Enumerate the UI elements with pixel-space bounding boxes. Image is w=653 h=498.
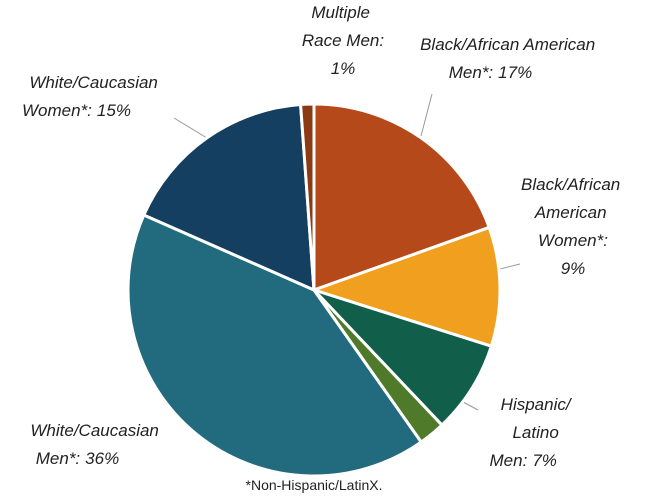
label-line: Hispanic/ bbox=[501, 395, 576, 414]
label-value: 9% bbox=[561, 259, 586, 278]
pie-slice bbox=[312, 102, 491, 292]
leader-line bbox=[173, 117, 208, 139]
slice-label: Black/African American Women*: 9% bbox=[521, 175, 625, 278]
pie-slice bbox=[126, 213, 423, 478]
slice-label: White/Caucasian Women*: 15% bbox=[22, 73, 163, 120]
label-line: American bbox=[534, 203, 612, 222]
label-line: White/Caucasian bbox=[29, 73, 162, 92]
pie-slice bbox=[299, 102, 316, 292]
label-line: Men: bbox=[490, 451, 528, 470]
pie-slice bbox=[312, 225, 502, 348]
label-value: 15% bbox=[97, 101, 131, 120]
label-category: Black/African American Women*: bbox=[521, 175, 625, 250]
label-category: Hispanic/ Latino Men: bbox=[490, 395, 576, 470]
pie-slice bbox=[312, 288, 493, 427]
leader-line bbox=[420, 93, 433, 137]
label-line: Men*: bbox=[36, 449, 81, 468]
label-line: Women*: bbox=[538, 231, 608, 250]
label-line: Black/African American bbox=[420, 35, 600, 54]
label-line: Multiple bbox=[311, 3, 374, 22]
slice-label: Multiple Race Men: 1% bbox=[302, 3, 384, 78]
slices bbox=[126, 102, 502, 478]
label-value: 36% bbox=[85, 449, 119, 468]
slice-label: Hispanic/ Latino Men: 7% bbox=[490, 395, 576, 470]
label-line: White/Caucasian bbox=[30, 421, 163, 440]
label-category: Multiple Race Men: bbox=[302, 3, 384, 50]
label-value: 7% bbox=[532, 451, 557, 470]
label-category: Black/African American Men*: bbox=[420, 35, 600, 82]
label-category: White/Caucasian Men*: bbox=[30, 421, 163, 468]
label-line: Men*: bbox=[449, 63, 494, 82]
label-line: Latino bbox=[512, 423, 563, 442]
pie-slice bbox=[142, 102, 316, 292]
label-line: Black/African bbox=[521, 175, 625, 194]
label-category: White/Caucasian Women*: bbox=[22, 73, 163, 120]
label-line: Women*: bbox=[22, 101, 92, 120]
footnote: *Non-Hispanic/LatinX. bbox=[246, 477, 383, 493]
label-value: 17% bbox=[498, 63, 532, 82]
slice-label: White/Caucasian Men*: 36% bbox=[30, 421, 163, 468]
label-line: Race Men: bbox=[302, 31, 384, 50]
slice-label: Black/African American Men*: 17% bbox=[420, 35, 600, 82]
label-value: 1% bbox=[331, 59, 356, 78]
